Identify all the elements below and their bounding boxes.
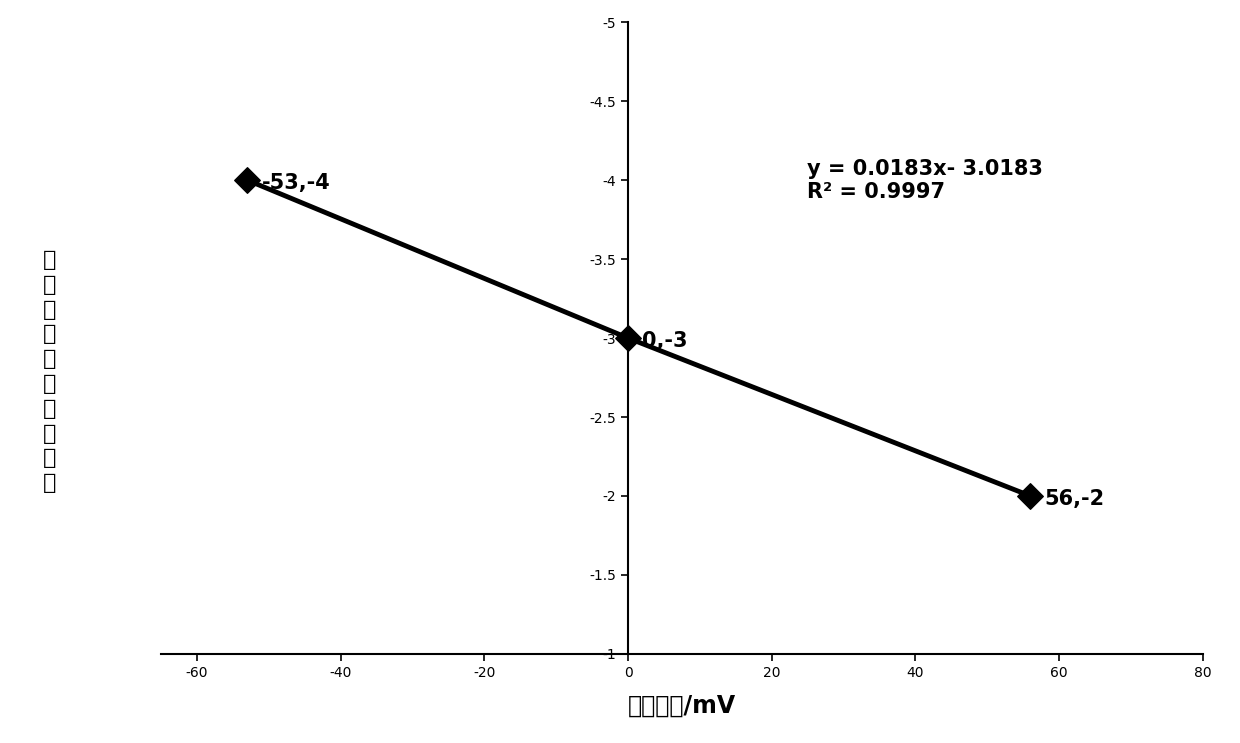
Text: 0,-3: 0,-3 [642,331,688,351]
Point [238,175,258,186]
X-axis label: 电极电位/mV: 电极电位/mV [627,693,737,718]
Text: 二
氧
化
碳
标
液
浓
度
对
数: 二 氧 化 碳 标 液 浓 度 对 数 [43,250,56,493]
Point [619,332,639,344]
Text: -53,-4: -53,-4 [262,173,331,192]
Text: y = 0.0183x- 3.0183
R² = 0.9997: y = 0.0183x- 3.0183 R² = 0.9997 [807,158,1043,202]
Text: 56,-2: 56,-2 [1045,489,1105,508]
Point [1021,490,1040,502]
